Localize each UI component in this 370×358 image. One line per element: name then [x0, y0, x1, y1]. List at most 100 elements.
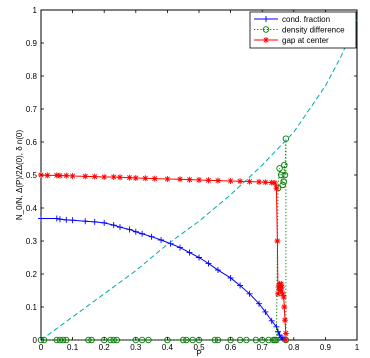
data-point [214, 336, 222, 344]
data-point [63, 172, 70, 179]
data-point [271, 179, 278, 186]
data-point [277, 287, 284, 294]
data-point [101, 173, 108, 180]
data-point [53, 172, 60, 179]
y-tick-label: 0.9 [26, 39, 38, 48]
series-line [41, 218, 287, 341]
data-point [82, 173, 89, 180]
y-tick-label: 0.7 [26, 105, 38, 114]
x-tick-label: 0.2 [99, 343, 111, 352]
data-point [237, 282, 244, 289]
data-point [117, 174, 123, 181]
x-tick-label: 0.4 [162, 343, 174, 352]
data-point [281, 171, 289, 179]
data-point [107, 336, 114, 344]
data-point [148, 233, 155, 240]
series-line [40, 19, 358, 341]
data-point [278, 280, 285, 287]
legend-label: density difference [282, 26, 345, 35]
data-point [268, 317, 275, 324]
legend-label: gap at center [282, 36, 329, 45]
data-point [63, 336, 70, 344]
y-tick-label: 0 [33, 336, 38, 345]
y-tick-label: 0.8 [26, 72, 38, 81]
data-point [280, 294, 287, 301]
x-tick-label: 0.6 [225, 343, 237, 352]
x-tick-label: 0.8 [288, 343, 300, 352]
data-point [214, 177, 221, 184]
series-3 [40, 19, 358, 341]
y-tick-label: 0.3 [26, 237, 38, 246]
data-point [110, 336, 117, 344]
data-point [211, 336, 219, 344]
series-line [41, 138, 287, 341]
data-point [91, 173, 98, 180]
data-point [126, 174, 133, 181]
data-point [177, 244, 184, 251]
data-point [273, 185, 280, 192]
y-tick-label: 0.2 [26, 270, 38, 279]
data-point [145, 336, 152, 344]
data-point [88, 336, 95, 344]
data-point [186, 249, 193, 256]
data-point [196, 254, 202, 261]
data-point [265, 336, 272, 344]
data-point [276, 165, 283, 172]
data-point [113, 336, 121, 344]
data-point [82, 218, 89, 225]
x-tick-label: 0.5 [193, 343, 205, 352]
data-point [132, 174, 139, 181]
data-point [53, 215, 60, 222]
plot-area [40, 9, 358, 341]
data-point [237, 178, 244, 185]
y-tick-label: 0.1 [26, 303, 38, 312]
x-tick-label: 0 [39, 343, 44, 352]
data-point [63, 216, 70, 223]
data-point [256, 178, 263, 185]
data-point [246, 178, 253, 185]
data-point [205, 177, 212, 184]
data-point [164, 175, 171, 182]
x-tick-label: 0.1 [67, 343, 79, 352]
data-point [110, 222, 117, 229]
ticks-layer: 0 0.1 0.2 0.3 0.4 0.5 0.6 0.7 0.8 0.9 1 0 0.1 0.2 0.3 0… [26, 6, 360, 352]
data-point [281, 317, 288, 324]
data-point [227, 274, 234, 281]
legend-marker [263, 16, 269, 22]
legend-marker [263, 37, 269, 43]
legend-marker [262, 26, 270, 33]
data-point [268, 179, 275, 186]
legend-label: cond. fraction [282, 15, 330, 24]
data-point [110, 173, 117, 180]
data-point [214, 267, 221, 274]
x-tick-label: 0.7 [257, 343, 269, 352]
data-point [196, 176, 202, 183]
data-point [205, 260, 212, 267]
series-0 [38, 215, 289, 343]
data-point [186, 176, 193, 183]
data-point [44, 172, 51, 179]
x-axis-label: P [196, 349, 201, 358]
data-point [177, 176, 184, 183]
data-point [256, 300, 263, 307]
data-point [151, 175, 158, 182]
data-point [273, 336, 280, 344]
data-point [53, 336, 61, 344]
data-point [117, 224, 123, 231]
data-point [279, 290, 286, 297]
data-point [275, 284, 282, 291]
data-point [183, 336, 190, 344]
data-point [38, 215, 44, 222]
data-point [56, 336, 64, 344]
y-tick-label: 0.6 [26, 138, 38, 147]
data-point [282, 135, 290, 142]
data-point [275, 328, 281, 335]
data-point [236, 336, 244, 344]
data-point [262, 179, 269, 186]
data-point [282, 337, 289, 343]
y-tick-label: 0.4 [26, 204, 38, 213]
series-2 [38, 172, 289, 343]
x-tick-label: 1 [355, 343, 360, 352]
